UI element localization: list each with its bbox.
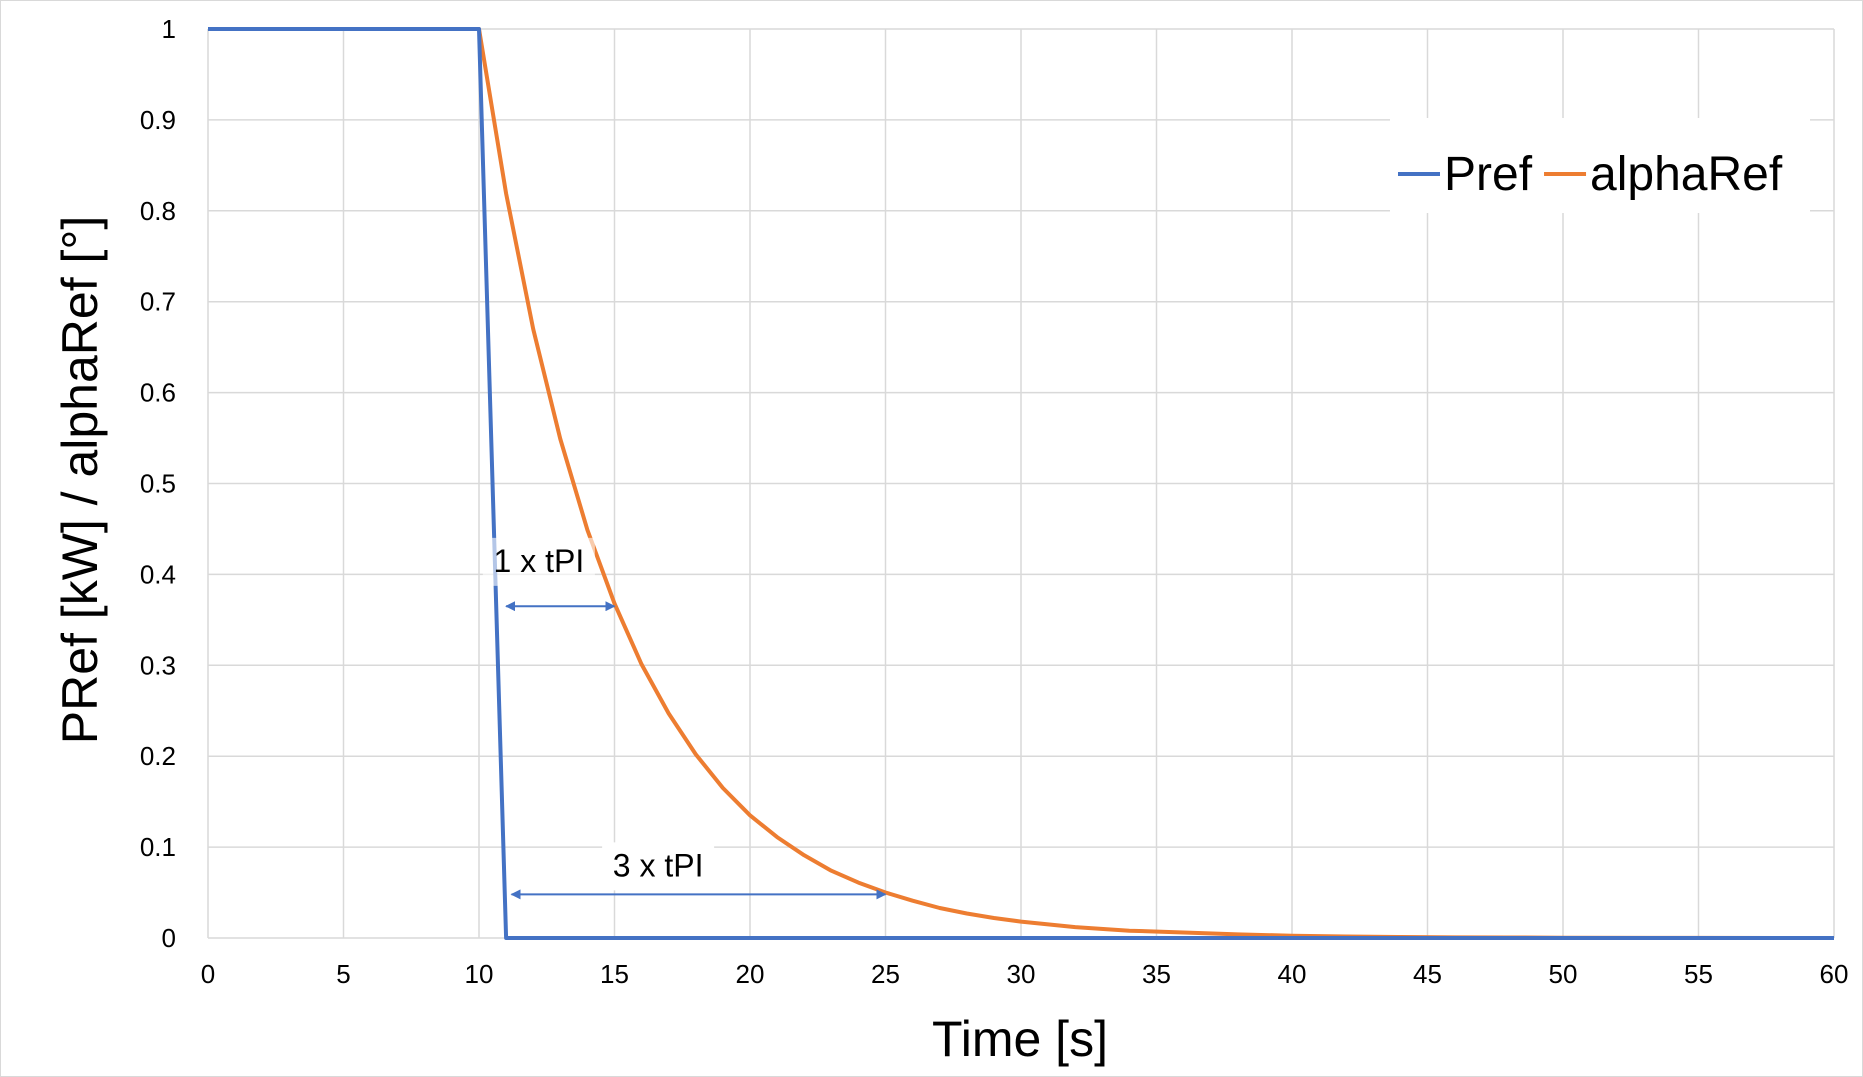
annotations: 1 x tPI 3 x tPI bbox=[482, 537, 887, 900]
x-tick-label: 10 bbox=[465, 959, 494, 989]
x-tick-label: 45 bbox=[1413, 959, 1442, 989]
series-line-pref bbox=[208, 27, 1834, 940]
legend-label: alphaRef bbox=[1590, 148, 1783, 201]
legend-box bbox=[1390, 118, 1810, 213]
x-tick-label: 0 bbox=[201, 959, 215, 989]
annotation-label: 3 x tPI bbox=[613, 847, 704, 883]
annotation-label: 1 x tPI bbox=[494, 543, 585, 579]
x-tick-labels: 0 5 10 15 20 25 30 35 40 45 50 55 60 bbox=[201, 959, 1849, 989]
x-tick-label: 20 bbox=[736, 959, 765, 989]
y-tick-label: 0 bbox=[162, 923, 176, 953]
y-tick-label: 0.9 bbox=[140, 105, 176, 135]
y-tick-label: 0.5 bbox=[140, 469, 176, 499]
x-tick-label: 5 bbox=[336, 959, 350, 989]
x-tick-label: 40 bbox=[1278, 959, 1307, 989]
y-tick-label: 0.2 bbox=[140, 741, 176, 771]
x-tick-label: 60 bbox=[1820, 959, 1849, 989]
x-tick-label: 55 bbox=[1684, 959, 1713, 989]
legend-label: Pref bbox=[1444, 148, 1533, 201]
y-tick-label: 0.6 bbox=[140, 378, 176, 408]
x-tick-label: 30 bbox=[1007, 959, 1036, 989]
annotation-label-box bbox=[482, 537, 595, 586]
y-tick-label: 0.3 bbox=[140, 650, 176, 680]
y-tick-label: 0.1 bbox=[140, 832, 176, 862]
x-tick-label: 25 bbox=[871, 959, 900, 989]
x-tick-label: 50 bbox=[1549, 959, 1578, 989]
annotation-label-box bbox=[602, 842, 715, 891]
y-axis-title: PRef [kW] / alphaRef [°] bbox=[52, 216, 108, 745]
series-lines bbox=[208, 27, 1835, 940]
y-tick-label: 0.8 bbox=[140, 196, 176, 226]
x-tick-label: 35 bbox=[1142, 959, 1171, 989]
y-tick-labels: 0 0.1 0.2 0.3 0.4 0.5 0.6 0.7 0.8 0.9 1 bbox=[140, 14, 176, 953]
y-tick-label: 1 bbox=[162, 14, 176, 44]
y-tick-label: 0.7 bbox=[140, 287, 176, 317]
y-tick-label: 0.4 bbox=[140, 559, 176, 589]
x-tick-label: 15 bbox=[600, 959, 629, 989]
legend: Pref alphaRef bbox=[1390, 118, 1810, 213]
x-axis-title: Time [s] bbox=[932, 1011, 1108, 1067]
